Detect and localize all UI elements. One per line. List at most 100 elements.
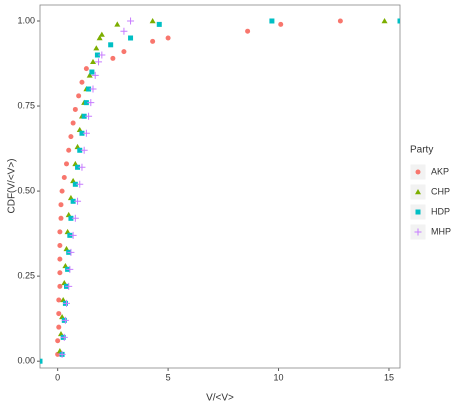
legend-symbol (415, 189, 421, 195)
point (381, 17, 388, 24)
plot-panel (39, 4, 401, 369)
legend-label: MHP (431, 226, 451, 236)
point (65, 282, 73, 290)
x-tick-label: 15 (384, 372, 394, 382)
point (58, 350, 66, 358)
point (74, 197, 82, 205)
point (68, 215, 74, 221)
point (89, 85, 97, 93)
legend-symbol (415, 169, 421, 175)
point (156, 21, 162, 27)
point (98, 31, 105, 37)
point (397, 18, 400, 24)
point (59, 188, 65, 194)
point (245, 28, 251, 34)
point (56, 311, 62, 317)
point (71, 214, 79, 222)
point (127, 17, 135, 25)
point (128, 35, 134, 41)
points (40, 17, 400, 364)
point (57, 256, 63, 262)
point (78, 163, 86, 171)
legend-symbol (415, 209, 421, 215)
point (57, 243, 63, 249)
point (110, 55, 116, 61)
point (57, 270, 63, 276)
point (64, 228, 71, 235)
point (79, 130, 85, 136)
point (63, 299, 71, 307)
point (83, 100, 89, 106)
point (86, 86, 92, 92)
point (67, 194, 74, 201)
point (91, 71, 99, 79)
point (67, 248, 75, 256)
point (77, 147, 83, 153)
point (70, 120, 76, 126)
point (60, 296, 67, 303)
point (87, 99, 95, 107)
point (165, 35, 171, 41)
point (62, 262, 69, 269)
point (81, 113, 87, 119)
point (79, 79, 85, 85)
point (95, 58, 103, 66)
point (278, 21, 284, 27)
point (72, 106, 78, 112)
legend-symbol (414, 228, 422, 236)
point (76, 93, 82, 99)
point (72, 181, 78, 187)
point (80, 146, 88, 154)
point (68, 134, 74, 140)
point (93, 45, 100, 51)
x-tick-label: 5 (166, 372, 171, 382)
legend-label: HDP (431, 206, 450, 216)
point (57, 330, 64, 337)
point (82, 129, 90, 137)
point (63, 245, 70, 252)
point (40, 358, 43, 364)
point (76, 180, 84, 188)
x-tick-label: 10 (274, 372, 284, 382)
point (86, 72, 93, 78)
y-tick-label: 0.00 (17, 356, 35, 366)
point (56, 324, 62, 330)
point (65, 211, 72, 218)
point (74, 143, 81, 150)
y-tick-label: 1.00 (17, 15, 35, 25)
point (58, 202, 64, 208)
point (120, 27, 128, 35)
point (66, 265, 74, 273)
point (96, 35, 103, 41)
point (61, 316, 69, 324)
point (70, 198, 76, 204)
point (57, 229, 63, 235)
y-axis-label: CDF(V/<V>) (7, 158, 18, 213)
point (90, 58, 97, 65)
point (337, 18, 343, 24)
point (60, 333, 68, 341)
point (72, 160, 79, 167)
legend-title: Party (410, 145, 433, 156)
point (108, 42, 114, 48)
point (150, 38, 156, 44)
y-tick-label: 0.25 (17, 271, 35, 281)
point (269, 18, 275, 24)
point (57, 283, 63, 289)
point (56, 347, 63, 354)
point (89, 69, 95, 75)
legend-label: CHP (431, 186, 450, 196)
point (149, 17, 156, 24)
point (61, 279, 68, 286)
point (55, 338, 61, 344)
point (70, 177, 77, 184)
point (66, 147, 72, 153)
point (114, 21, 121, 27)
point (61, 174, 67, 180)
point (83, 66, 89, 72)
point (121, 49, 127, 55)
point (56, 297, 62, 303)
y-tick-label: 0.75 (17, 100, 35, 110)
point (69, 231, 77, 239)
